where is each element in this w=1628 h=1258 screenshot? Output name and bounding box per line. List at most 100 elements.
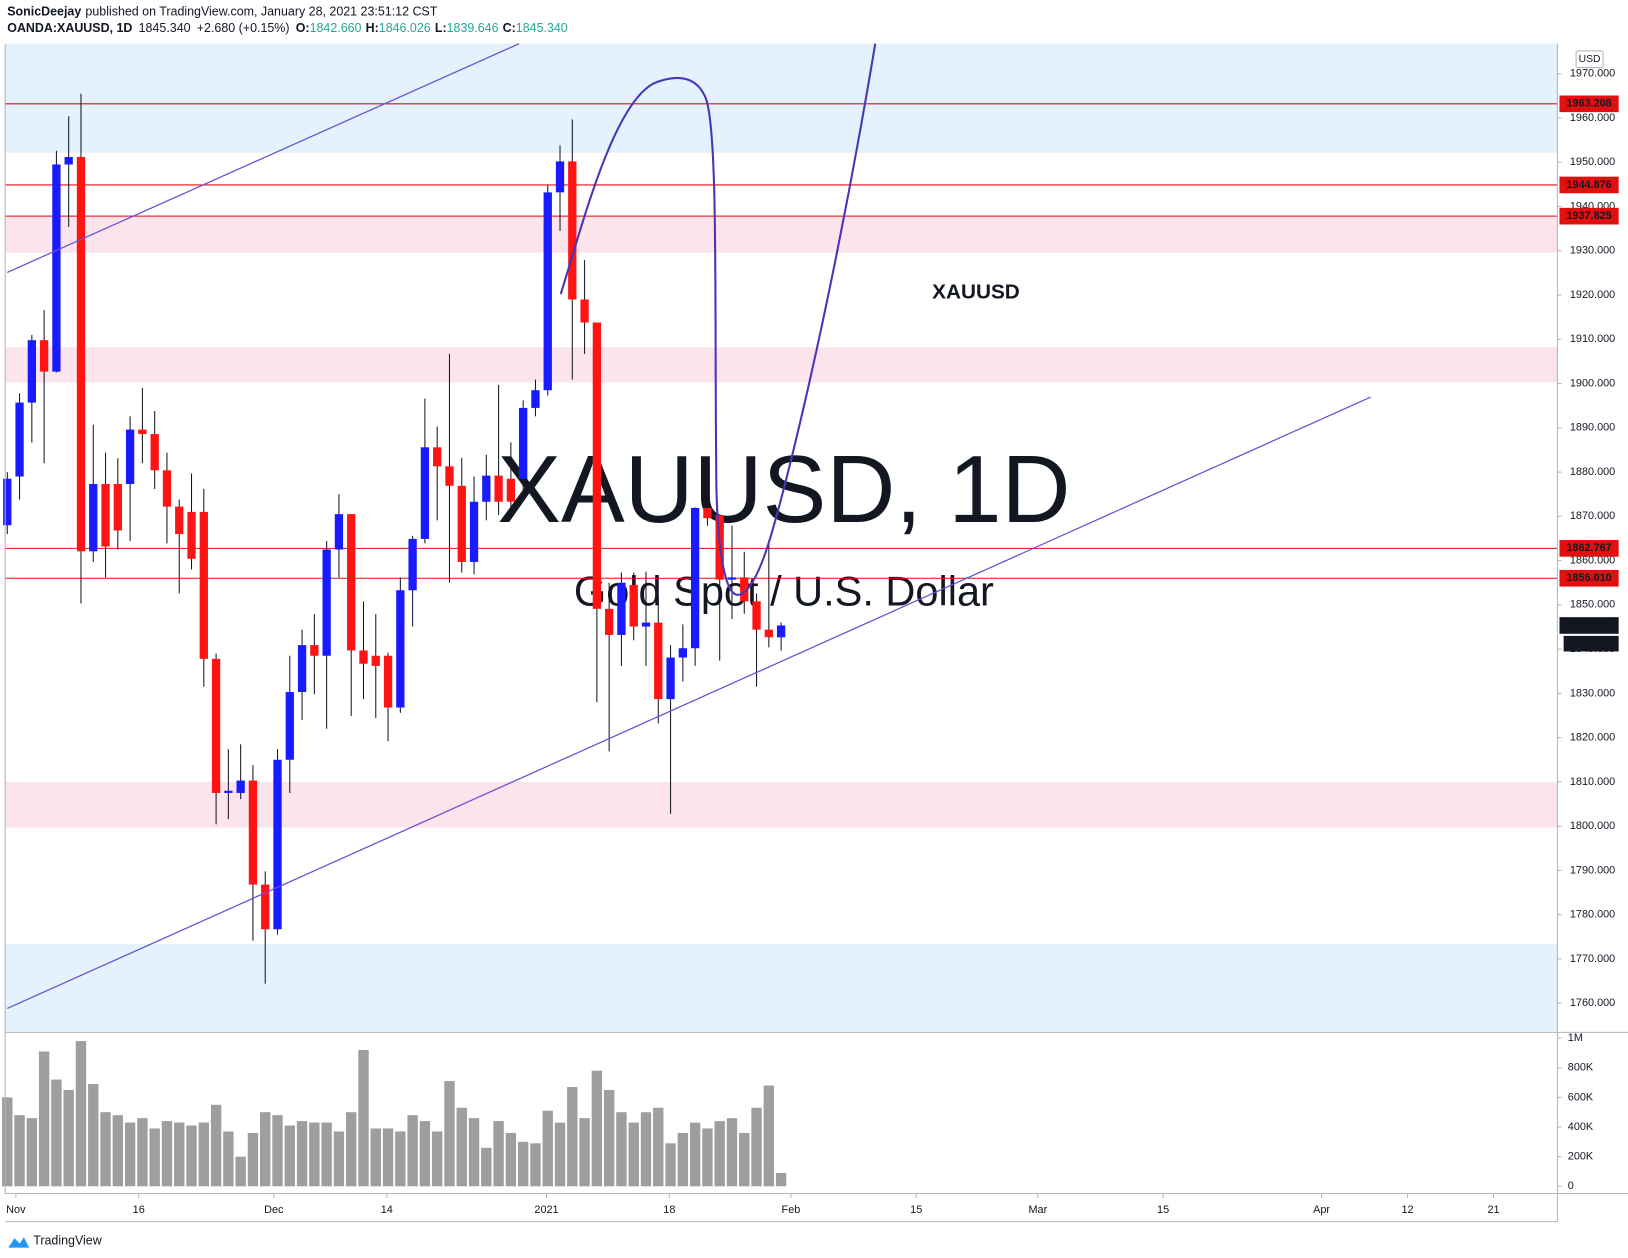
ohlc-key: O: (296, 21, 310, 35)
volume-bar (493, 1121, 504, 1187)
volume-bar (370, 1128, 381, 1187)
candle-body (752, 601, 761, 630)
volume-bar (616, 1112, 627, 1187)
candle-body (297, 645, 307, 693)
last-price-box (1559, 617, 1619, 634)
volume-bars (2, 1041, 787, 1187)
candle-body (408, 538, 417, 591)
candle-body (273, 759, 282, 930)
x-tick-label: Dec (264, 1204, 284, 1216)
candle-body (138, 429, 147, 435)
level-label: 1937.825 (1566, 210, 1611, 222)
volume-bar (223, 1131, 234, 1187)
ohlc-key: H: (366, 21, 379, 35)
volume-bar (628, 1122, 639, 1187)
x-tick-label: Apr (1313, 1204, 1330, 1216)
candle-body (629, 584, 638, 627)
level-label: 1963.208 (1566, 98, 1611, 110)
volume-bar (567, 1087, 578, 1187)
volume-bar (407, 1115, 418, 1187)
candle-body (248, 780, 258, 885)
candle-body (175, 506, 184, 535)
y-tick-label: 1800.000 (1570, 820, 1615, 832)
x-tick-label: 16 (133, 1204, 145, 1216)
candle-body (76, 156, 86, 552)
y-tick-label: 1780.000 (1570, 909, 1615, 921)
volume-tick-label: 800K (1568, 1062, 1594, 1074)
candle-body (703, 507, 712, 519)
candle-body (359, 650, 368, 664)
header-line2: OANDA:XAUUSD, 1D 1845.340 +2.680 (+0.15%) O… (7, 21, 568, 35)
volume-bar (26, 1118, 38, 1187)
header-line1: SonicDeejay published on TradingView.com,… (7, 5, 437, 19)
candle-body (236, 780, 245, 793)
volume-bar (137, 1118, 148, 1187)
candle-body (543, 192, 552, 391)
watermark-subtitle: Gold Spot / U.S. Dollar (574, 568, 994, 615)
candle-body (187, 511, 196, 559)
candle-body (125, 429, 135, 485)
candle-body (310, 645, 319, 656)
candle-body (580, 299, 589, 323)
volume-bar (198, 1122, 209, 1187)
volume-bar (88, 1084, 99, 1187)
volume-bar (346, 1112, 357, 1187)
candle-body (261, 884, 270, 930)
candle-body (371, 655, 380, 666)
candle-body (101, 484, 110, 547)
volume-bar (2, 1097, 13, 1187)
y-tick-label: 1760.000 (1570, 997, 1615, 1009)
volume-bar (38, 1051, 50, 1187)
volume-bar (14, 1115, 25, 1187)
volume-bar (419, 1121, 431, 1187)
volume-bar (689, 1122, 701, 1187)
candle-body (519, 407, 528, 479)
level-label-box (1559, 569, 1619, 587)
y-tick-label: 1920.000 (1570, 289, 1615, 301)
volume-bar (63, 1089, 74, 1187)
y-tick-label: 1850.000 (1570, 599, 1615, 611)
volume-tick-label: 400K (1568, 1121, 1594, 1133)
volume-bar (554, 1122, 566, 1187)
volume-bar (481, 1147, 492, 1187)
y-tick-label: 1930.000 (1570, 245, 1615, 257)
volume-bar (161, 1121, 173, 1187)
volume-bar (51, 1079, 62, 1187)
candle-body (604, 608, 614, 635)
x-tick-label: 15 (1157, 1204, 1169, 1216)
volume-bar (186, 1125, 197, 1187)
symbol: OANDA:XAUUSD, 1D (7, 21, 132, 35)
trendline (7, 43, 520, 273)
x-tick-label: 14 (381, 1204, 393, 1216)
volume-bar (677, 1132, 689, 1187)
volume-bar (395, 1131, 406, 1187)
volume-bar (603, 1089, 615, 1187)
candle-body (494, 475, 503, 502)
candle-body (482, 475, 491, 502)
volume-tick-label: 0 (1568, 1180, 1574, 1192)
y-tick-label: 1970.000 (1570, 68, 1615, 80)
volume-bar (751, 1107, 762, 1187)
volume-bar (75, 1041, 87, 1187)
frame (4, 43, 1628, 1223)
candle-body (568, 161, 577, 300)
price: 1845.340 (139, 21, 191, 35)
volume-bar (321, 1122, 332, 1187)
zone (5, 781, 1558, 828)
level-label: 1856.010 (1566, 572, 1611, 584)
volume-bar (739, 1132, 750, 1187)
candle-body (322, 549, 331, 656)
volume-bar (124, 1122, 136, 1187)
axes: 1760.000 1770.000 1780.000 1790.000 1800.000… (6, 68, 1619, 1216)
candle-body (654, 622, 663, 700)
candle-body (592, 322, 602, 609)
zone (5, 944, 1558, 1032)
level-label-box (1559, 176, 1619, 194)
candle-body (531, 390, 540, 408)
volume-bar (591, 1070, 603, 1187)
volume-tick-label: 200K (1568, 1151, 1594, 1163)
volume-bar (763, 1085, 775, 1187)
x-tick-label: 21 (1487, 1204, 1499, 1216)
candle-body (776, 625, 786, 638)
